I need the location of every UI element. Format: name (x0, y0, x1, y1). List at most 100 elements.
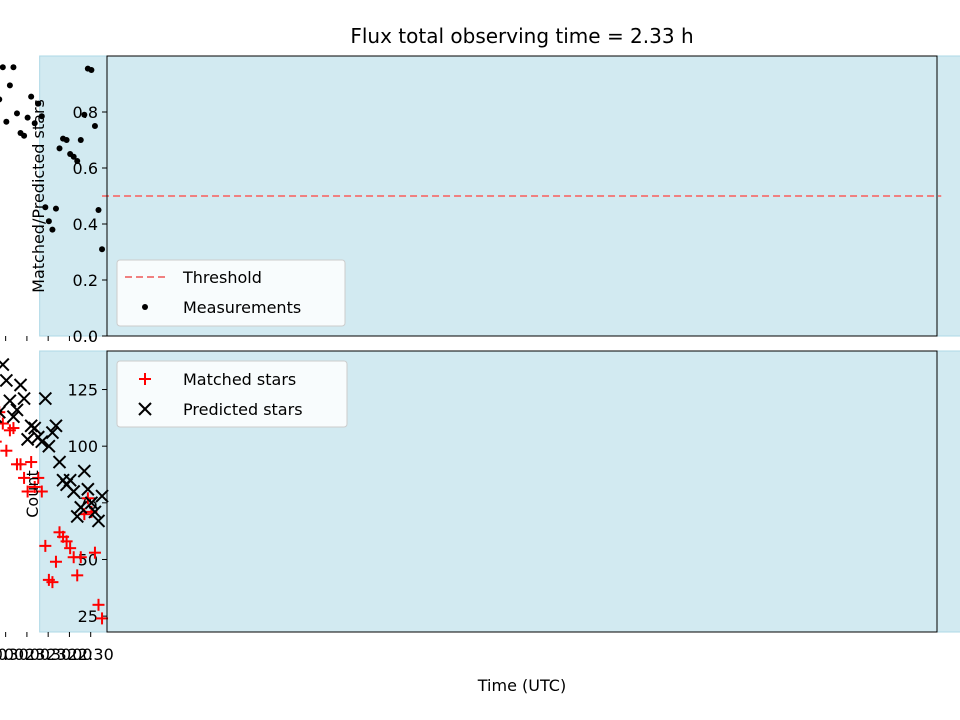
cross-b (13, 378, 28, 392)
cross-b (10, 403, 24, 417)
legend-measurements-swatch (142, 304, 148, 310)
cross-b (56, 473, 70, 487)
cross-b (95, 489, 109, 503)
y-tick-label: 0.4 (73, 215, 98, 234)
matched-point (25, 456, 38, 469)
cross-b (24, 419, 38, 433)
predicted-point (42, 439, 56, 453)
matched-point (49, 555, 62, 568)
measurement-point (67, 151, 74, 157)
predicted-point (13, 378, 28, 392)
legend-threshold-label: Threshold (182, 268, 262, 287)
x-tick-label: 23:30 (25, 645, 71, 664)
cross-b (3, 394, 17, 408)
predicted-point (56, 473, 70, 487)
predicted-point (31, 430, 45, 444)
matched-point (64, 542, 77, 555)
predicted-point (81, 482, 95, 496)
cross-b (0, 357, 10, 369)
measurement-point (0, 64, 6, 71)
x-tick-label: 23:00 (46, 645, 92, 664)
measurement-point (6, 82, 13, 89)
top-panel: 0.00.20.40.60.8ThresholdMeasurements (0, 55, 960, 346)
cross-b (45, 425, 60, 440)
predicted-point (84, 496, 99, 510)
matched-point (0, 417, 9, 430)
measurement-point (91, 123, 98, 129)
cross-b (17, 391, 31, 406)
legend-matched-swatch (139, 373, 151, 385)
matched-point (0, 440, 2, 443)
matched-point (96, 612, 109, 625)
measurement-point (17, 130, 24, 136)
matched-point (21, 485, 34, 498)
cross-b (74, 500, 88, 515)
bottom-ylabel: Count (23, 470, 42, 518)
measurement-point (74, 158, 81, 164)
matched-point (88, 546, 101, 559)
predicted-point (10, 403, 24, 417)
predicted-point (52, 455, 67, 469)
matched-point (42, 573, 55, 586)
measurement-point (24, 114, 31, 121)
cross-b (0, 405, 6, 413)
cross-b (38, 391, 53, 406)
predicted-point (24, 419, 38, 433)
bottom-xlabel: Time (UTC) (477, 676, 566, 695)
cross-a (0, 411, 6, 419)
legend-box (116, 259, 346, 327)
cross-b (81, 482, 95, 496)
y-tick-label: 0.6 (73, 159, 98, 178)
predicted-point (17, 391, 31, 406)
predicted-point (88, 505, 102, 519)
y-tick-label: 50 (78, 550, 98, 569)
matched-point (92, 598, 105, 611)
bottom-panel: 25507510012522:3023:0023:3000:0000:3001:… (0, 350, 960, 664)
predicted-point (0, 373, 14, 388)
matched-point (0, 444, 13, 457)
cross-b (6, 410, 21, 424)
cross-b (0, 373, 14, 388)
predicted-point (20, 432, 35, 447)
predicted-point (77, 464, 92, 478)
cross-b (77, 464, 92, 478)
cross-b (20, 432, 35, 447)
cross-b (84, 496, 99, 510)
cross-b (66, 484, 81, 499)
x-tick-label: 00:30 (0, 645, 29, 664)
legend-predicted-swatch (138, 402, 152, 416)
measurement-point (95, 207, 102, 213)
y-tick-label: 25 (78, 607, 98, 626)
predicted-point (38, 391, 53, 406)
measurement-point (10, 64, 17, 71)
bottom-axes-frame (106, 350, 938, 633)
y-tick-label: 0.2 (73, 271, 98, 290)
top-legend: Threshold Measurements (116, 259, 346, 327)
predicted-point (91, 514, 106, 528)
predicted-point (49, 419, 63, 433)
matched-point (35, 485, 48, 498)
matched-point (28, 480, 41, 493)
measurement-point (77, 137, 84, 143)
predicted-point (70, 509, 84, 524)
measurement-point (13, 110, 20, 117)
measurement-point (38, 113, 45, 120)
matched-point (53, 526, 66, 539)
measurement-point (31, 120, 38, 127)
matched-point (10, 458, 23, 471)
cross-b (70, 509, 84, 524)
top-ylabel: Matched/Predicted stars (29, 99, 48, 293)
y-tick-label: 125 (67, 381, 98, 400)
legend-matched-label: Matched stars (183, 370, 296, 389)
bottom-legend: Matched stars Predicted stars (116, 360, 348, 428)
cross-b (52, 455, 67, 469)
predicted-point (95, 489, 109, 503)
measurement-point (52, 205, 59, 212)
measurement-point (28, 93, 35, 100)
predicted-point (0, 405, 6, 419)
legend-measurements-label: Measurements (183, 298, 301, 317)
predicted-point (0, 357, 10, 372)
measurement-point (49, 226, 56, 233)
predicted-point (6, 410, 21, 424)
